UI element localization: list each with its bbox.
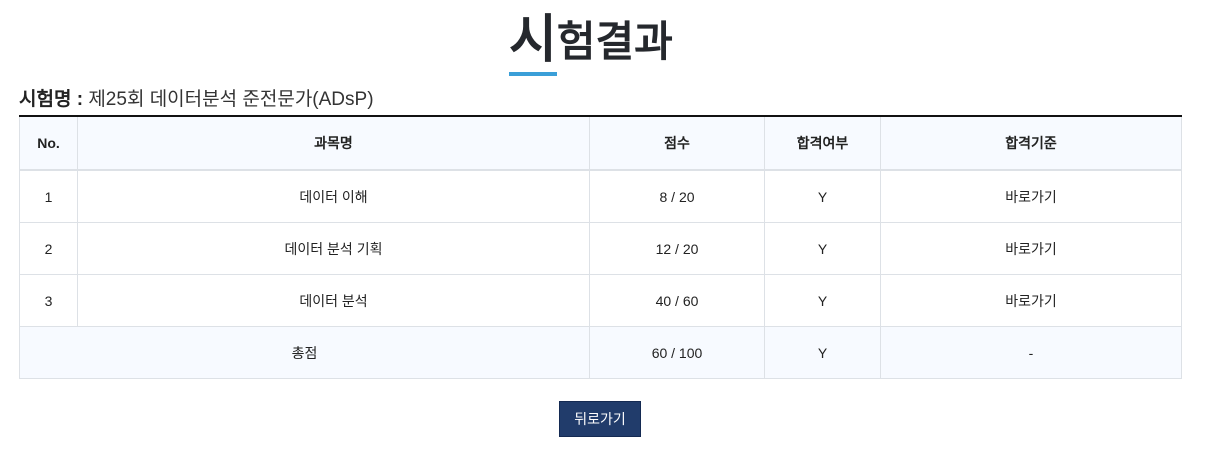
row-no: 3 bbox=[19, 274, 78, 327]
exam-name: 시험명 : 제25회 데이터분석 준전문가(ADsP) bbox=[19, 84, 374, 111]
criteria-link[interactable]: 바로가기 bbox=[880, 274, 1182, 327]
page-title-first-char: 시 bbox=[509, 11, 557, 76]
header-criteria: 합격기준 bbox=[880, 115, 1182, 171]
header-pass: 합격여부 bbox=[764, 115, 881, 171]
row-no: 1 bbox=[19, 169, 78, 223]
row-pass: Y bbox=[764, 274, 881, 327]
criteria-link[interactable]: 바로가기 bbox=[880, 169, 1182, 223]
row-score: 8 / 20 bbox=[589, 169, 765, 223]
row-score: 12 / 20 bbox=[589, 222, 765, 275]
row-subject: 데이터 분석 bbox=[77, 274, 590, 327]
total-label: 총점 bbox=[19, 326, 590, 379]
table-row: 3 데이터 분석 40 / 60 Y 바로가기 bbox=[19, 274, 1182, 327]
row-pass: Y bbox=[764, 222, 881, 275]
row-subject: 데이터 분석 기획 bbox=[77, 222, 590, 275]
header-subject: 과목명 bbox=[77, 115, 590, 171]
table-row: 1 데이터 이해 8 / 20 Y 바로가기 bbox=[19, 169, 1182, 223]
result-table: No. 과목명 점수 합격여부 합격기준 1 데이터 이해 8 / 20 Y 바… bbox=[19, 115, 1182, 379]
table-row: 2 데이터 분석 기획 12 / 20 Y 바로가기 bbox=[19, 222, 1182, 275]
row-pass: Y bbox=[764, 169, 881, 223]
total-criteria: - bbox=[880, 326, 1182, 379]
row-score: 40 / 60 bbox=[589, 274, 765, 327]
exam-name-label: 시험명 : bbox=[19, 89, 84, 110]
page-title-rest: 험결과 bbox=[556, 18, 673, 65]
criteria-link[interactable]: 바로가기 bbox=[880, 222, 1182, 275]
total-row: 총점 60 / 100 Y - bbox=[19, 326, 1182, 379]
back-button[interactable]: 뒤로가기 bbox=[559, 401, 641, 437]
exam-name-value: 제25회 데이터분석 준전문가(ADsP) bbox=[88, 89, 374, 110]
header-no: No. bbox=[19, 115, 78, 171]
total-pass: Y bbox=[764, 326, 881, 379]
total-score: 60 / 100 bbox=[589, 326, 765, 379]
row-subject: 데이터 이해 bbox=[77, 169, 590, 223]
row-no: 2 bbox=[19, 222, 78, 275]
page-title: 시 험결과 bbox=[509, 0, 673, 76]
header-score: 점수 bbox=[589, 115, 765, 171]
table-header: No. 과목명 점수 합격여부 합격기준 bbox=[19, 115, 1182, 171]
